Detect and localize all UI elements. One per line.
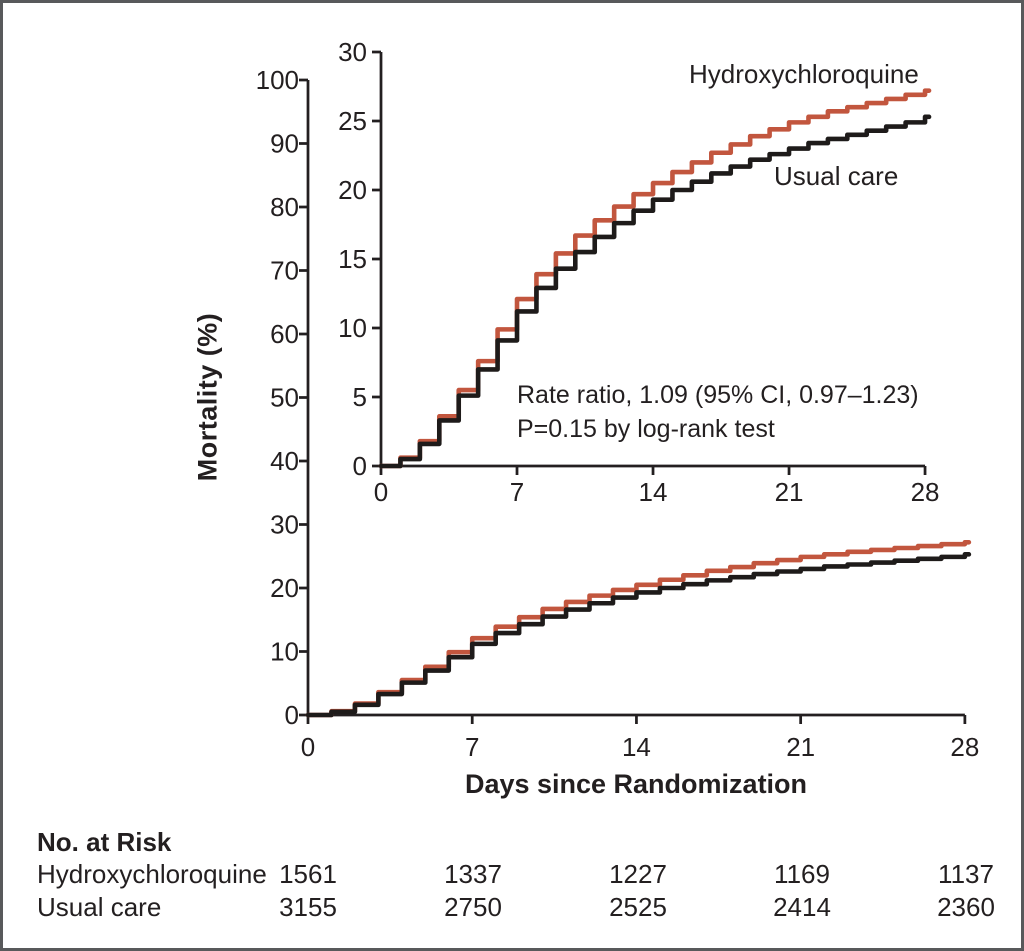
main-y-tick-label: 90 bbox=[270, 129, 299, 159]
inset-y-tick-label: 30 bbox=[338, 37, 367, 67]
risk-row-label-usual-care: Usual care bbox=[37, 892, 162, 922]
inset-x-tick-label: 14 bbox=[639, 477, 668, 507]
pvalue-text: P=0.15 by log-rank test bbox=[517, 415, 775, 443]
curve-usual-care-main bbox=[305, 552, 972, 718]
main-y-tick-label: 100 bbox=[256, 65, 299, 95]
main-y-tick-label: 50 bbox=[270, 383, 299, 413]
risk-value-hcq-day7: 1337 bbox=[444, 859, 502, 889]
y-axis-title: Mortality (%) bbox=[192, 312, 223, 482]
risk-value-hcq-day14: 1227 bbox=[609, 859, 667, 889]
main-y-tick-label: 40 bbox=[270, 446, 299, 476]
risk-table-title: No. at Risk bbox=[37, 827, 172, 857]
risk-value-usual-day14: 2525 bbox=[609, 892, 667, 922]
risk-value-usual-day0: 3155 bbox=[279, 892, 337, 922]
risk-value-hcq-day0: 1561 bbox=[279, 859, 337, 889]
risk-value-usual-day28: 2360 bbox=[937, 892, 995, 922]
inset-y-tick-label: 10 bbox=[338, 313, 367, 343]
main-x-tick-label: 7 bbox=[465, 732, 479, 762]
main-y-tick-label: 70 bbox=[270, 256, 299, 286]
main-y-tick-label: 0 bbox=[285, 700, 299, 730]
main-y-tick-label: 30 bbox=[270, 510, 299, 540]
inset-y-tick-label: 20 bbox=[338, 175, 367, 205]
inset-y-tick-label: 5 bbox=[353, 382, 367, 412]
rate-ratio-text: Rate ratio, 1.09 (95% CI, 0.97–1.23) bbox=[517, 381, 919, 409]
inset-y-tick-label: 0 bbox=[353, 451, 367, 481]
x-axis-title: Days since Randomization bbox=[464, 769, 808, 799]
main-y-tick-label: 80 bbox=[270, 192, 299, 222]
legend-label-hydroxychloroquine: Hydroxychloroquine bbox=[689, 59, 919, 89]
risk-row-label-hydroxychloroquine: Hydroxychloroquine bbox=[37, 859, 267, 889]
risk-value-usual-day7: 2750 bbox=[444, 892, 502, 922]
inset-y-tick-label: 25 bbox=[338, 106, 367, 136]
inset-x-tick-label: 0 bbox=[374, 477, 388, 507]
risk-value-usual-day21: 2414 bbox=[773, 892, 831, 922]
main-y-tick-label: 20 bbox=[270, 573, 299, 603]
inset-x-tick-label: 28 bbox=[911, 477, 940, 507]
main-x-tick-label: 0 bbox=[301, 732, 315, 762]
main-y-tick-label: 10 bbox=[270, 637, 299, 667]
legend-label-usual-care: Usual care bbox=[774, 161, 899, 191]
inset-x-tick-label: 21 bbox=[775, 477, 804, 507]
inset-y-tick-label: 15 bbox=[338, 244, 367, 274]
risk-value-hcq-day28: 1137 bbox=[938, 859, 994, 889]
risk-value-hcq-day21: 1169 bbox=[774, 859, 830, 889]
main-x-tick-label: 21 bbox=[786, 732, 815, 762]
main-x-tick-label: 14 bbox=[622, 732, 651, 762]
inset-x-tick-label: 7 bbox=[510, 477, 524, 507]
main-y-tick-label: 60 bbox=[270, 319, 299, 349]
curve-usual-care-inset bbox=[378, 114, 932, 469]
curve-hydroxychloroquine-main bbox=[305, 539, 972, 718]
main-x-tick-label: 28 bbox=[950, 732, 979, 762]
stats-annotation: Rate ratio, 1.09 (95% CI, 0.97–1.23) P=0… bbox=[517, 378, 919, 446]
